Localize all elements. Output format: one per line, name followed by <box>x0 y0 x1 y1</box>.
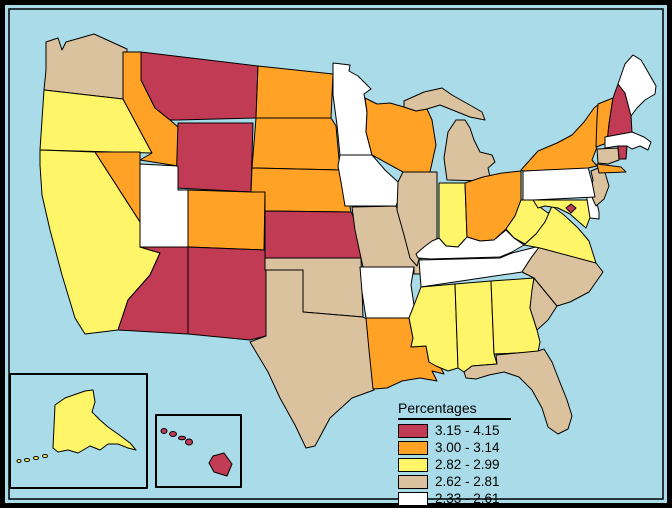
inner-border <box>8 8 664 500</box>
legend-item-label: 2.82 - 2.99 <box>435 457 500 472</box>
state-ak <box>52 389 137 454</box>
legend-title: Percentages <box>398 400 477 416</box>
state-hi-maui <box>185 438 193 446</box>
state-hi-molokai <box>178 435 186 441</box>
state-wi <box>364 97 437 173</box>
legend-item: 3.15 - 4.15 <box>398 423 528 438</box>
state-nm <box>187 246 267 341</box>
state-wa <box>43 33 128 100</box>
state-fl <box>463 348 573 435</box>
state-ks <box>264 210 362 259</box>
state-dc <box>565 203 577 214</box>
legend-item-label: 3.00 - 3.14 <box>435 440 500 455</box>
legend-swatch <box>398 440 428 455</box>
state-sd <box>251 117 341 171</box>
state-va <box>523 205 597 264</box>
state-nc <box>521 245 604 307</box>
state-ri <box>617 145 628 160</box>
hawaii-inset-box <box>155 414 242 488</box>
state-tx <box>249 269 375 449</box>
legend-swatch <box>398 457 428 472</box>
legend-swatch <box>398 423 428 438</box>
state-ar <box>359 266 415 319</box>
legend-swatch <box>398 491 428 506</box>
legend: Percentages 3.15 - 4.15 3.00 - 3.14 2.82… <box>398 400 528 508</box>
legend-item: 2.33 - 2.61 <box>398 491 528 506</box>
state-ct <box>596 147 620 165</box>
state-hi-oahu <box>169 431 177 437</box>
legend-divider <box>398 418 511 420</box>
state-ak-aleutian-island <box>33 456 39 460</box>
state-ak-aleutian-island <box>42 454 48 458</box>
state-ak-aleutian-island <box>24 458 30 462</box>
state-nd <box>255 65 334 119</box>
legend-item-label: 2.33 - 2.61 <box>435 491 500 506</box>
state-ky <box>415 229 525 260</box>
state-hi-big-island <box>208 452 233 477</box>
legend-item: 2.82 - 2.99 <box>398 457 528 472</box>
state-hi-kauai <box>160 428 168 434</box>
state-ne <box>250 167 352 213</box>
legend-item: 3.00 - 3.14 <box>398 440 528 455</box>
state-il <box>396 171 438 267</box>
state-al <box>454 280 498 373</box>
state-ma <box>604 131 652 151</box>
state-pa <box>522 166 596 201</box>
state-ny-long-island <box>596 163 627 174</box>
legend-item-label: 2.62 - 2.81 <box>435 474 500 489</box>
state-mi-upper-peninsula <box>403 87 486 121</box>
state-ak-aleutian-island <box>16 459 22 463</box>
legend-swatch <box>398 474 428 489</box>
alaska-inset-box <box>9 373 148 489</box>
legend-item-label: 3.15 - 4.15 <box>435 423 500 438</box>
legend-item: 2.62 - 2.81 <box>398 474 528 489</box>
state-wy <box>175 122 254 193</box>
state-me <box>617 54 657 117</box>
state-co <box>187 189 266 251</box>
state-in <box>438 182 468 248</box>
